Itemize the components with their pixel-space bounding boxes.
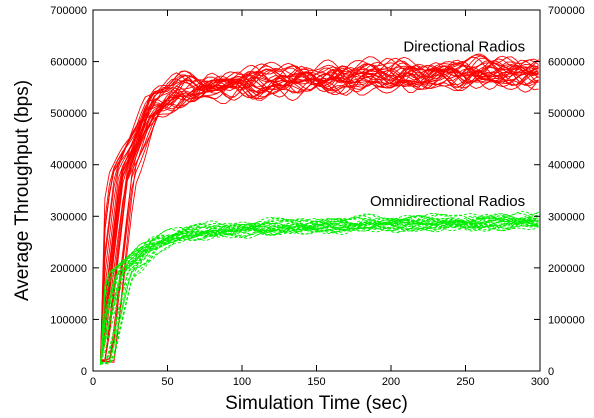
directional-run-line	[100, 67, 539, 363]
omnidirectional-run-line	[100, 213, 539, 364]
directional-run-line	[100, 64, 539, 359]
x-axis-title: Simulation Time (sec)	[225, 393, 408, 414]
directional-run-line	[100, 61, 539, 362]
plot-curves	[100, 53, 539, 366]
x-tick-label: 200	[382, 376, 400, 388]
x-tick-label: 50	[161, 376, 173, 388]
y-tick-label-right: 400000	[548, 160, 585, 172]
y-tick-label-left: 500000	[50, 108, 87, 120]
y-tick-label-right: 200000	[548, 263, 585, 275]
omnidirectional-run-line	[100, 221, 539, 364]
directional-run-line	[100, 55, 539, 363]
y-tick-label-right: 700000	[548, 5, 585, 17]
omnidirectional-run-line	[100, 213, 539, 362]
directional-run-line	[100, 70, 539, 363]
directional-run-line	[100, 66, 539, 362]
x-tick-label: 250	[456, 376, 474, 388]
y-tick-label-right: 300000	[548, 211, 585, 223]
omnidirectional-run-line	[100, 223, 539, 364]
omnidirectional-run-line	[100, 220, 539, 362]
directional-run-line	[100, 67, 539, 362]
omnidirectional-run-line	[100, 219, 539, 362]
y-tick-label-right: 500000	[548, 108, 585, 120]
directional-run-line	[100, 64, 539, 362]
x-tick-label: 100	[233, 376, 251, 388]
omnidirectional-run-line	[100, 221, 539, 362]
y-tick-label-left: 200000	[50, 263, 87, 275]
directional-run-line	[100, 68, 539, 361]
y-tick-label-left: 600000	[50, 57, 87, 69]
omnidirectional-run-line	[100, 219, 539, 364]
directional-run-line	[100, 59, 539, 362]
directional-run-line	[100, 59, 539, 360]
omnidirectional-run-line	[100, 211, 539, 365]
x-tick-label: 150	[307, 376, 325, 388]
annotation-omnidirectional-radios: Omnidirectional Radios	[370, 193, 525, 210]
directional-run-line	[100, 66, 539, 363]
omnidirectional-run-line	[100, 216, 539, 364]
omnidirectional-run-line	[100, 215, 539, 364]
y-tick-label-left: 700000	[50, 5, 87, 17]
omnidirectional-run-line	[100, 213, 539, 363]
plot-frame	[92, 9, 541, 372]
omnidirectional-run-line	[100, 216, 539, 362]
omnidirectional-run-line	[100, 211, 539, 364]
omnidirectional-run-line	[100, 220, 539, 366]
directional-run-line	[100, 56, 539, 363]
directional-run-line	[100, 61, 539, 362]
omnidirectional-run-line	[100, 213, 539, 365]
y-axis-title: Average Throughput (bps)	[12, 80, 33, 301]
omnidirectional-run-line	[100, 214, 539, 364]
omnidirectional-run-line	[100, 214, 539, 363]
x-tick-label: 0	[90, 376, 96, 388]
directional-run-line	[100, 71, 539, 362]
y-tick-label-left: 400000	[50, 160, 87, 172]
y-tick-label-right: 600000	[548, 57, 585, 69]
x-tick-label: 300	[531, 376, 549, 388]
directional-run-line	[100, 63, 539, 361]
omnidirectional-run-line	[100, 213, 539, 364]
y-tick-label-right: 100000	[548, 314, 585, 326]
y-tick-label-left: 300000	[50, 211, 87, 223]
directional-run-line	[100, 66, 539, 360]
y-tick-label-left: 0	[81, 366, 87, 378]
omnidirectional-run-line	[100, 217, 539, 364]
annotation-directional-radios: Directional Radios	[403, 38, 525, 55]
y-tick-label-right: 0	[548, 366, 554, 378]
directional-run-line	[100, 56, 539, 360]
y-tick-label-left: 100000	[50, 314, 87, 326]
